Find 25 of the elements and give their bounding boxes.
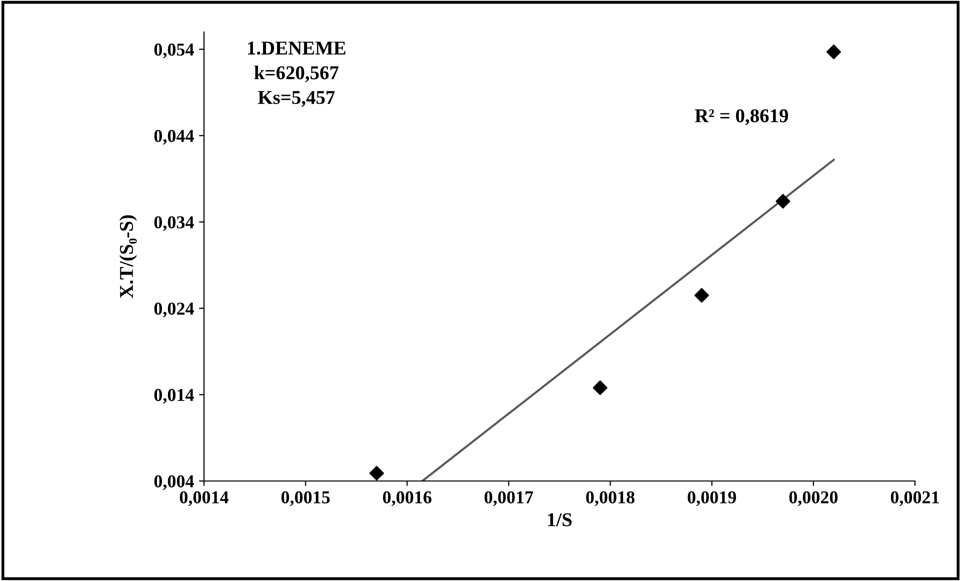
point xyxy=(369,466,384,481)
annotation: 1.DENEME xyxy=(248,42,346,55)
annotation: Ks=5,457 xyxy=(258,91,335,107)
y-tick-label: 0,004 xyxy=(154,475,194,490)
y-tick-label: 0,044 xyxy=(154,130,194,145)
point xyxy=(592,380,608,396)
x-tick-label: 0,0015 xyxy=(281,491,330,506)
point xyxy=(826,44,842,60)
x-tick-label: 0,0014 xyxy=(180,491,228,506)
x-tick-label: 0,0016 xyxy=(383,491,432,506)
x-tick-label: 0,0018 xyxy=(586,491,635,506)
y-tick-label: 0,024 xyxy=(154,302,194,318)
annotation: R² = 0,8619 xyxy=(694,109,788,126)
point xyxy=(694,288,709,303)
annotation: k=620,567 xyxy=(254,66,338,82)
y-tick-label: 0,014 xyxy=(154,388,194,404)
x-tick-label: 0,0017 xyxy=(484,491,534,506)
y-tick-label: 0,054 xyxy=(154,44,194,58)
x-axis-title: 1/S xyxy=(548,513,572,526)
y-axis-title: X.T/(S₀-S) xyxy=(119,215,137,298)
x-tick-label: 0,0021 xyxy=(890,491,939,506)
x-tick-label: 0,0019 xyxy=(688,491,736,506)
point xyxy=(776,194,790,209)
x-tick-label: 0,0020 xyxy=(789,491,838,506)
y-tick-label: 0,034 xyxy=(154,216,194,232)
